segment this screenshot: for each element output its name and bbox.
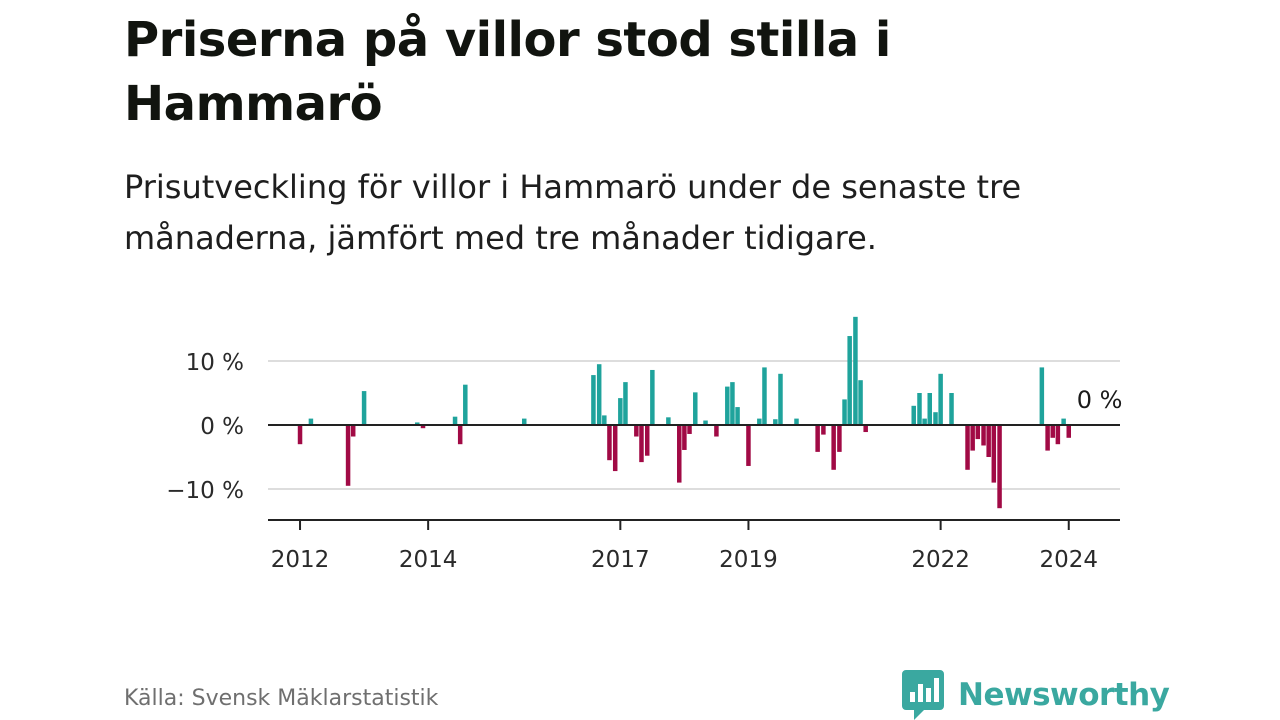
bar: [1050, 425, 1055, 438]
bar: [463, 384, 468, 425]
x-tick-label: 2017: [591, 547, 650, 573]
bar: [831, 425, 836, 470]
bar: [452, 416, 458, 425]
bar: [350, 425, 356, 437]
bar: [730, 382, 735, 425]
bar: [842, 399, 847, 425]
bar: [917, 393, 922, 425]
bar: [746, 425, 751, 466]
bar: [682, 425, 687, 450]
bar: [714, 425, 719, 437]
y-tick-label: −10 %: [166, 478, 244, 504]
bar: [735, 407, 740, 425]
last-value-label: 0 %: [1077, 386, 1123, 414]
bar: [970, 425, 975, 451]
bar: [623, 382, 628, 425]
bar: [778, 373, 783, 425]
bar: [794, 418, 799, 425]
bar: [297, 425, 303, 445]
bar: [457, 425, 463, 445]
bar: [666, 417, 671, 425]
bar: [596, 364, 602, 425]
bar: [420, 425, 426, 429]
bar: [773, 419, 778, 425]
bar: [677, 425, 682, 483]
bar: [847, 336, 852, 425]
bar: [1066, 425, 1072, 438]
bar: [1039, 367, 1045, 425]
brand-name: Newsworthy: [958, 677, 1170, 713]
x-tick-label: 2019: [719, 547, 778, 573]
bar: [361, 391, 367, 425]
bar: [1061, 418, 1066, 425]
bar: [949, 393, 954, 425]
bar: [345, 425, 351, 486]
bar: [693, 392, 698, 425]
bar: [815, 425, 820, 452]
bar: [986, 425, 991, 457]
bar: [762, 367, 767, 425]
bar: [618, 398, 623, 425]
bar: [853, 316, 858, 425]
newsworthy-logo-icon: [902, 670, 944, 720]
brand-logo: Newsworthy: [902, 670, 1170, 720]
x-tick-label: 2012: [271, 547, 330, 573]
bar: [757, 418, 762, 425]
bar: [644, 425, 650, 456]
source-note: Källa: Svensk Mäklarstatistik: [124, 686, 439, 711]
bar: [639, 425, 644, 463]
bar: [965, 425, 970, 470]
bar: [821, 425, 826, 435]
bar: [591, 375, 596, 425]
bar: [933, 412, 938, 425]
x-tick-label: 2014: [399, 547, 458, 573]
bar: [634, 425, 639, 437]
bar: [308, 418, 314, 425]
bar: [911, 405, 916, 425]
bar: [1055, 425, 1061, 445]
bar: [612, 425, 618, 472]
bar: [602, 415, 607, 425]
bar: [975, 425, 981, 440]
x-tick-label: 2022: [911, 547, 970, 573]
bar: [703, 420, 708, 425]
y-tick-label: 10 %: [186, 350, 244, 376]
bar: [650, 369, 655, 425]
bar: [922, 418, 927, 425]
bar: [938, 373, 943, 425]
bar: [858, 380, 863, 425]
bar: [1045, 425, 1050, 451]
bar: [837, 425, 842, 452]
bar: [997, 425, 1002, 509]
bar: [991, 425, 997, 483]
bar: [725, 386, 730, 425]
bar: [863, 425, 868, 433]
bar: [927, 393, 932, 425]
chart-title: Priserna på villor stod stilla i Hammarö: [124, 12, 891, 132]
y-tick-label: 0 %: [200, 414, 244, 440]
x-tick-label: 2024: [1039, 547, 1098, 573]
chart-subtitle: Prisutveckling för villor i Hammarö unde…: [124, 168, 1022, 257]
bar: [687, 425, 692, 434]
bar: [521, 418, 527, 425]
bar: [607, 425, 612, 461]
bar: [415, 422, 420, 425]
bar: [981, 425, 986, 446]
